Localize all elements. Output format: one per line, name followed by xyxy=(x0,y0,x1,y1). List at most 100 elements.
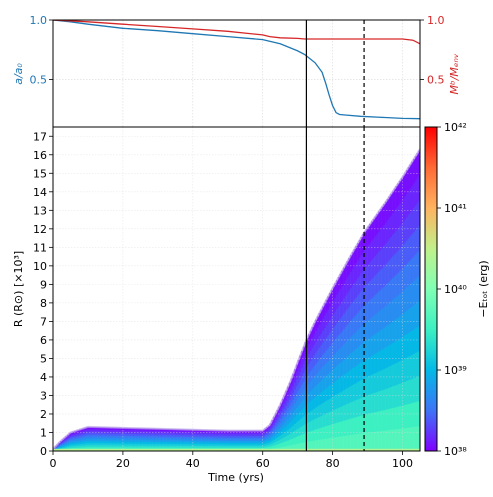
heat-cell xyxy=(192,442,195,445)
heat-cell xyxy=(362,378,365,398)
heat-cell xyxy=(177,434,180,437)
heat-cell xyxy=(87,446,90,450)
heat-cell xyxy=(346,261,349,278)
heat-cell xyxy=(302,390,305,400)
heat-cell xyxy=(276,433,279,438)
heat-cell xyxy=(238,434,241,437)
heat-cell xyxy=(156,428,159,431)
heat-cell xyxy=(198,431,201,434)
heat-cell xyxy=(332,355,335,370)
heat-cell xyxy=(131,428,134,431)
heat-cell xyxy=(346,324,349,341)
heat-cell xyxy=(192,440,195,443)
heat-cell xyxy=(385,243,388,265)
heat-cell xyxy=(337,291,340,307)
heat-cell xyxy=(82,447,85,450)
heat-cell xyxy=(210,442,213,445)
heat-cell xyxy=(119,433,122,436)
heat-cell xyxy=(196,435,199,438)
heat-cell xyxy=(390,300,393,323)
heat-cell xyxy=(355,348,358,366)
heat-cell xyxy=(236,437,239,440)
heat-cell xyxy=(364,322,367,342)
heat-cell xyxy=(87,426,90,430)
heat-cell xyxy=(128,445,131,448)
heat-cell xyxy=(129,428,132,431)
heat-cell xyxy=(65,442,68,444)
heat-cell xyxy=(185,436,188,439)
heat-cell xyxy=(58,446,61,448)
heat-cell xyxy=(87,444,90,448)
heat-cell xyxy=(297,390,300,399)
heat-cell xyxy=(393,210,396,233)
heat-cell xyxy=(250,445,253,448)
heat-cell xyxy=(302,433,305,443)
heat-cell xyxy=(205,444,208,447)
heat-cell xyxy=(357,295,360,313)
heat-cell xyxy=(177,440,180,443)
heat-cell xyxy=(365,228,368,248)
heat-cell xyxy=(229,447,232,450)
heat-cell xyxy=(163,430,166,433)
heat-cell xyxy=(413,353,416,379)
heat-cell xyxy=(189,442,192,445)
heat-cell xyxy=(397,317,400,340)
heat-cell xyxy=(136,447,139,450)
heat-cell xyxy=(316,338,319,351)
heat-cell xyxy=(72,436,75,439)
heat-cell xyxy=(77,435,80,438)
heat-cell xyxy=(402,313,405,337)
heat-cell xyxy=(108,433,111,436)
heat-cell xyxy=(257,432,260,435)
heat-cell xyxy=(142,434,145,437)
heat-cell xyxy=(301,434,304,443)
heat-cell xyxy=(220,433,223,436)
heat-cell xyxy=(316,372,319,384)
heat-cell xyxy=(86,447,89,450)
heat-cell xyxy=(267,425,271,429)
heat-cell xyxy=(191,429,194,432)
heat-cell xyxy=(112,439,115,442)
heat-cell xyxy=(374,236,377,256)
heat-cell xyxy=(126,439,129,442)
heat-cell xyxy=(409,283,412,309)
heat-cell xyxy=(210,431,213,434)
heat-cell xyxy=(122,435,125,438)
heat-cell xyxy=(233,434,236,437)
heat-cell xyxy=(292,444,295,451)
heat-cell xyxy=(292,425,295,432)
heat-cell xyxy=(215,442,218,445)
heat-cell xyxy=(252,442,255,445)
y-tick-label: 2 xyxy=(40,408,47,421)
heat-cell xyxy=(86,443,89,446)
heat-cell xyxy=(413,377,416,403)
heat-cell xyxy=(112,437,115,440)
heat-cell xyxy=(224,447,227,450)
heat-cell xyxy=(231,435,234,438)
heat-cell xyxy=(281,429,284,434)
heat-cell xyxy=(65,446,68,448)
heat-cell xyxy=(309,410,312,422)
heat-cell xyxy=(320,356,323,369)
heat-cell xyxy=(400,201,403,225)
heat-cell xyxy=(140,434,143,437)
heat-cell xyxy=(119,429,122,432)
heat-cell xyxy=(150,430,153,433)
heat-cell xyxy=(392,191,395,214)
heat-cell xyxy=(273,433,276,437)
heat-cell xyxy=(84,431,87,434)
heat-cell xyxy=(406,240,409,264)
heat-cell xyxy=(248,430,251,433)
heat-cell xyxy=(360,415,363,434)
heat-cell xyxy=(233,430,236,433)
heat-cell xyxy=(323,377,326,390)
heat-cell xyxy=(360,272,363,291)
heat-cell xyxy=(404,242,407,266)
heat-cell xyxy=(313,419,316,431)
heat-cell xyxy=(131,445,134,448)
heat-cell xyxy=(219,435,222,438)
heat-cell xyxy=(199,435,202,438)
heat-cell xyxy=(86,437,89,440)
heat-cell xyxy=(372,431,375,451)
heat-cell xyxy=(290,402,293,409)
